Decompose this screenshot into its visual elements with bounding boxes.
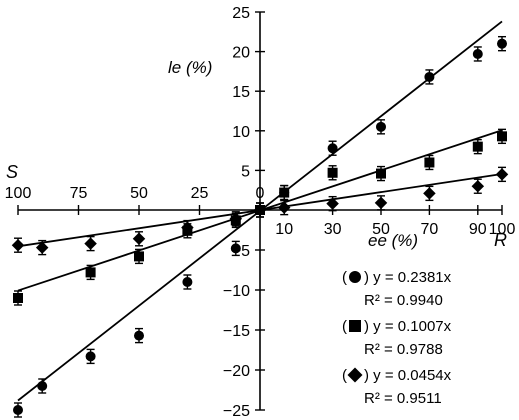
legend-r2: R² = 0.9511 (364, 390, 442, 407)
data-point-diamond (229, 212, 243, 226)
legend-equation: ) y = 0.0454x (364, 367, 452, 384)
data-point-diamond (423, 187, 436, 200)
y-tick-label: −20 (223, 363, 250, 380)
data-point-circle (134, 330, 144, 341)
data-point-diamond (11, 238, 25, 252)
data-point-circle (85, 351, 96, 362)
data-point-diamond (495, 168, 509, 181)
data-points (11, 35, 509, 418)
x-tick-label-right: 90 (469, 221, 487, 238)
legend: ( ) y = 0.2381x R² = 0.9940 ( ) y = 0.1007x R… (342, 269, 452, 407)
x-tick-label-left: 0 (256, 185, 265, 202)
data-point-circle (376, 121, 386, 132)
data-point-circle (13, 405, 23, 415)
legend-r2: R² = 0.9940 (364, 292, 443, 309)
data-point-diamond (471, 179, 485, 193)
data-point-diamond (277, 201, 291, 214)
data-point-square (85, 267, 96, 278)
data-point-square (134, 251, 144, 262)
y-tick-label: 10 (232, 124, 250, 141)
x-tick-label-left: 100 (5, 185, 32, 202)
data-point-circle (497, 38, 507, 49)
legend-open-paren: ( (342, 318, 347, 335)
legend-equation: ) y = 0.1007x (364, 318, 452, 335)
data-point-diamond (84, 237, 97, 250)
x-tick-label-right: 50 (372, 221, 390, 238)
data-point-square (497, 131, 507, 142)
data-point-diamond (132, 232, 146, 246)
data-point-diamond (35, 241, 49, 254)
data-point-circle (327, 143, 338, 154)
x-axis-right-label: R (494, 230, 507, 250)
data-point-square (472, 141, 483, 152)
x-tick-label-left: 25 (191, 185, 209, 202)
x-tick-label-right: 10 (275, 221, 293, 238)
y-tick-label: 15 (232, 84, 250, 101)
y-tick-label: 20 (232, 45, 250, 62)
data-point-circle (230, 243, 241, 254)
y-axis-title: le (%) (168, 58, 212, 77)
data-point-diamond (181, 221, 194, 234)
data-point-diamond (326, 197, 339, 210)
legend-marker-circle (349, 271, 361, 283)
x-tick-label-left: 50 (130, 185, 148, 202)
data-point-square (376, 168, 386, 179)
data-point-diamond (374, 196, 388, 210)
legend-marker-diamond (347, 367, 363, 383)
x-tick-label-right: 70 (421, 221, 439, 238)
legend-open-paren: ( (342, 367, 347, 384)
data-point-square (279, 187, 290, 198)
x-axis-left-label: S (6, 162, 18, 182)
data-point-circle (424, 71, 435, 82)
data-point-diamond (253, 203, 267, 217)
data-point-circle (37, 381, 48, 391)
x-axis-title: ee (%) (368, 231, 418, 250)
tick-labels: 100 75 50 25 010 30 50 70 90 100510152025−5−10−15… (5, 5, 516, 420)
data-point-square (327, 167, 338, 178)
data-point-circle (472, 48, 483, 59)
y-tick-label: −15 (223, 323, 250, 340)
legend-marker-square (349, 320, 361, 332)
data-point-square (424, 157, 435, 168)
y-tick-label: −25 (223, 403, 250, 420)
legend-r2: R² = 0.9788 (364, 341, 443, 358)
y-tick-label: 25 (232, 5, 250, 22)
data-point-circle (182, 277, 193, 287)
data-point-square (13, 293, 23, 303)
x-tick-label-right: 30 (324, 221, 342, 238)
legend-equation: ) y = 0.2381x (364, 269, 452, 286)
y-tick-label: −10 (223, 283, 250, 300)
legend-open-paren: ( (342, 269, 347, 286)
x-tick-label-right: 100 (489, 221, 516, 238)
y-tick-label: 5 (241, 163, 250, 180)
x-tick-label-left: 75 (70, 185, 88, 202)
